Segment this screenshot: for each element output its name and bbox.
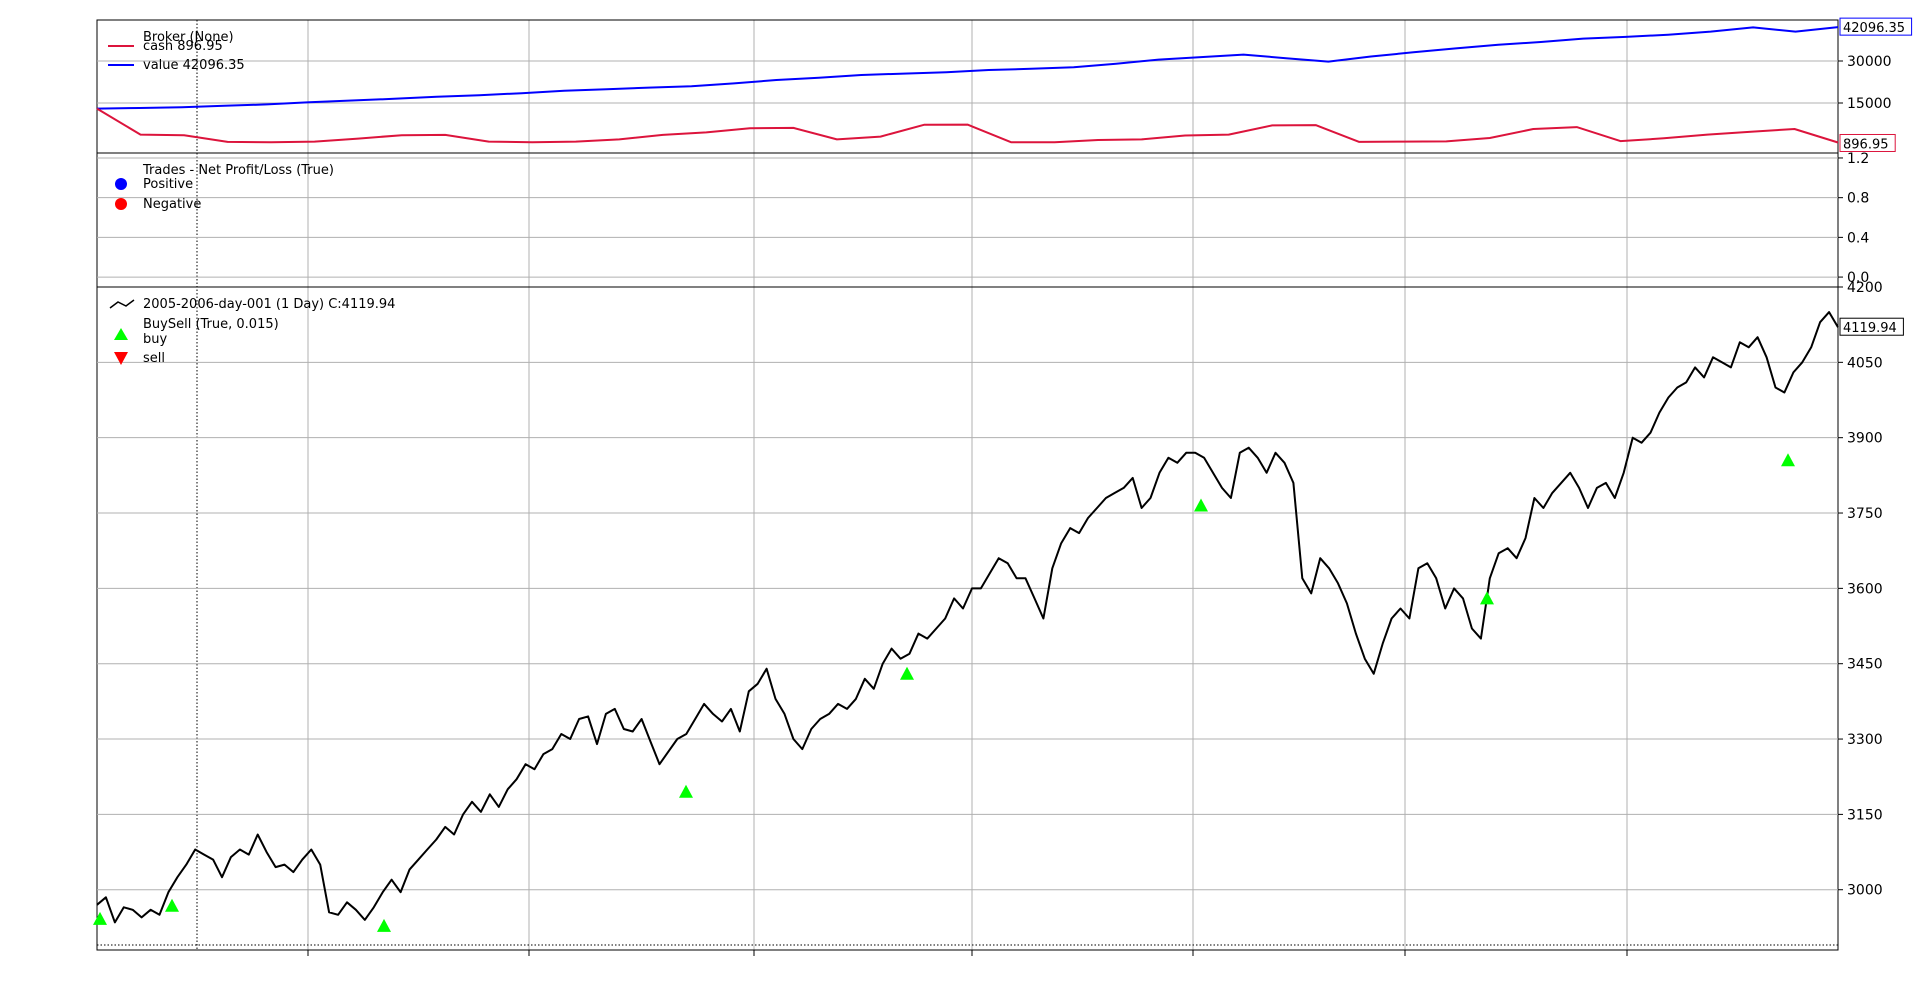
trades-ytick-label: 0.8 [1847,191,1869,207]
broker-ytick-label: 15000 [1847,96,1892,112]
buy-marker [900,666,914,680]
panel-frame-2 [96,286,1839,951]
price-ytick-label: 3000 [1847,883,1883,899]
broker-legend-title: Broker (None) [143,30,234,45]
price-ytick-label: 3450 [1847,657,1883,673]
price-legend-label-1: BuySell (True, 0.015) [143,317,279,332]
broker-last-value: 42096.35 [1843,21,1905,36]
price-last-value-box [1839,317,1904,336]
price-legend-sell-icon [114,352,128,365]
price-line [96,311,1839,924]
buy-marker [1480,591,1494,605]
price-legend-line-icon [109,299,135,309]
trades-ytick-label: 0.0 [1847,270,1869,286]
price-legend-label-3: sell [143,351,165,366]
trades-legend-marker-0 [115,178,127,190]
price-ytick-label: 3750 [1847,506,1883,522]
broker-legend-label-0: cash 896.95 [143,39,223,54]
price-ytick-label: 4200 [1847,280,1883,296]
buy-marker [377,918,391,932]
price-ytick-label: 3900 [1847,431,1883,447]
broker-legend-label-1: value 42096.35 [143,58,245,73]
broker-last-value-box [1839,17,1913,36]
price-ytick-label: 3600 [1847,581,1883,597]
broker-line-cash [96,107,1839,144]
buy-marker [1781,453,1795,467]
buy-marker [679,784,693,798]
trades-legend-title: Trades - Net Profit/Loss (True) [142,163,334,178]
trades-ytick-label: 1.2 [1847,151,1869,167]
price-ytick-label: 4050 [1847,355,1883,371]
buy-marker [165,898,179,912]
broker-last-cash: 896.95 [1843,137,1889,152]
trades-legend-marker-1 [115,198,127,210]
buy-marker [1194,498,1208,512]
trades-legend-label-0: Positive [143,177,193,192]
price-ytick-label: 3150 [1847,807,1883,823]
trades-legend-label-1: Negative [143,197,201,212]
broker-ytick-label: 30000 [1847,54,1892,70]
price-ytick-label: 3300 [1847,732,1883,748]
broker-line-value [96,26,1839,110]
buy-marker [93,911,107,925]
price-legend-label-0: 2005-2006-day-001 (1 Day) C:4119.94 [143,297,395,312]
panel-frame-1 [96,152,1839,288]
trades-ytick-label: 0.4 [1847,230,1869,246]
broker-last-cash-box [1839,133,1896,152]
price-legend-label-2: buy [143,332,167,347]
price-legend-buy-icon [114,328,128,340]
price-last-value: 4119.94 [1843,321,1897,336]
